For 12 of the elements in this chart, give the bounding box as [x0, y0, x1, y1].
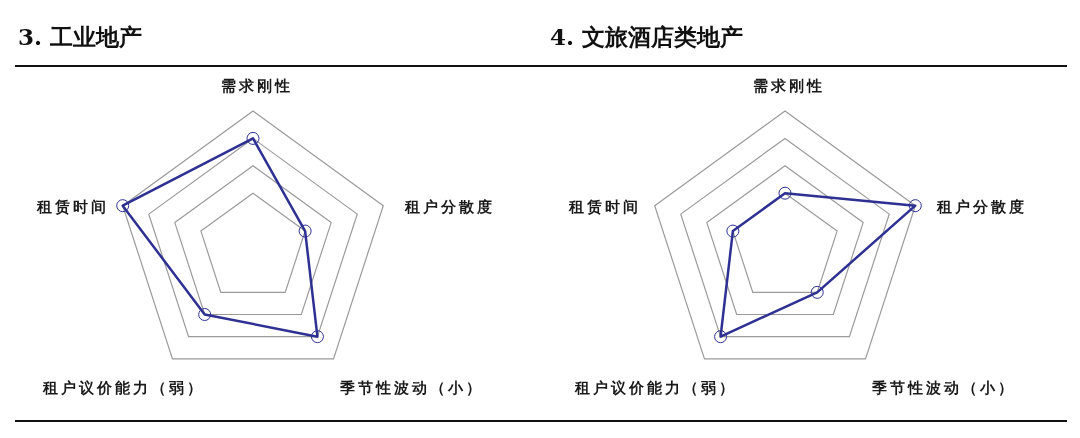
chart-title: 4. 文旅酒店类地产: [550, 22, 744, 52]
spoke-label: 租户议价能力（弱）: [574, 378, 738, 397]
spoke-label: 需求刚性: [221, 77, 293, 95]
spoke-label: 租赁时间: [567, 197, 641, 216]
spoke-label: 季节性波动（小）: [870, 378, 1016, 397]
spoke-label: 需求刚性: [753, 77, 825, 95]
spoke-label: 租户分散度: [936, 197, 1028, 216]
spoke-label: 租户议价能力（弱）: [42, 378, 206, 397]
chart-title: 3. 工业地产: [18, 22, 143, 52]
spoke-label: 租赁时间: [35, 197, 109, 216]
spoke-label: 季节性波动（小）: [338, 378, 484, 397]
spoke-label: 租户分散度: [404, 197, 496, 216]
